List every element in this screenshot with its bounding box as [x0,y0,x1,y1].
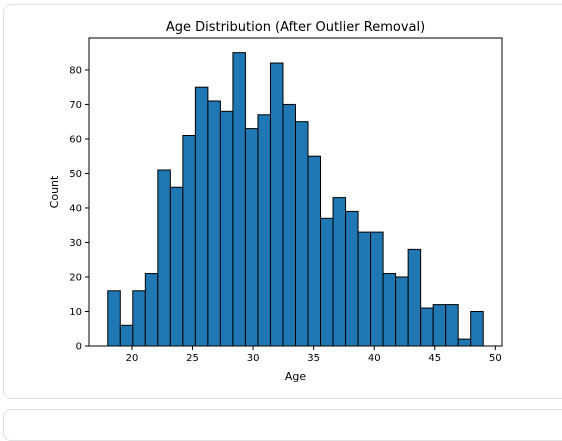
axes-frame [88,37,503,347]
y-tick-label: 70 [69,100,82,111]
histogram-bar [432,304,447,347]
histogram-bar [219,110,234,347]
histogram-bar [382,273,397,347]
histogram-bar [457,338,472,347]
histogram-bars [107,52,484,347]
histogram-bar [407,248,422,347]
x-tick-label: 35 [307,353,320,364]
y-tick-label: 40 [69,203,82,214]
histogram-bar [132,290,146,347]
histogram-bar [232,52,246,347]
histogram-bar [395,276,409,347]
y-axis-label: Count [48,175,61,208]
histogram-bar [370,231,384,347]
x-tick-label: 30 [247,353,260,364]
histogram-bar [420,307,434,347]
histogram-bar [119,324,134,347]
x-axis-label: Age [285,370,307,383]
x-tick-label: 20 [126,353,139,364]
histogram-bar [294,121,309,347]
histogram-bar [244,128,259,347]
y-tick-label: 0 [76,342,82,353]
y-tick-label: 10 [69,307,82,318]
y-tick-label: 30 [69,238,82,249]
histogram-bar [345,210,359,347]
y-tick-label: 60 [69,134,82,145]
histogram-bar [332,197,347,347]
y-tick-label: 50 [69,169,82,180]
histogram-bar [445,304,459,347]
x-tick-label: 50 [489,353,502,364]
histogram-bar [282,103,296,347]
histogram-bar [307,155,322,347]
x-tick-label: 25 [186,353,199,364]
histogram-bar [207,100,221,347]
histogram-bar [194,86,209,347]
histogram-bar [107,290,121,347]
histogram-bar [144,273,159,347]
histogram-bar [182,134,196,347]
histogram-bar [320,217,334,347]
histogram-bar [169,186,184,347]
y-tick-label: 20 [69,272,82,283]
chart-title: Age Distribution (After Outlier Removal) [166,20,425,35]
histogram-bar [157,169,171,347]
histogram-bar [269,62,284,347]
x-tick-label: 40 [368,353,381,364]
histogram-bar [470,310,484,347]
y-axis-ticks: 0 10 20 30 40 50 60 70 80 [69,65,89,353]
x-axis-ticks: 20 25 30 35 40 45 50 [126,346,502,364]
y-tick-label: 80 [69,65,82,76]
histogram-chart: 20 25 30 35 40 45 50 0 10 20 30 40 50 60 70 80 Age Dis… [48,20,503,383]
histogram-bar [357,231,372,347]
next-cell-frame [3,409,562,441]
histogram-bar [257,114,271,347]
x-tick-label: 45 [428,353,441,364]
